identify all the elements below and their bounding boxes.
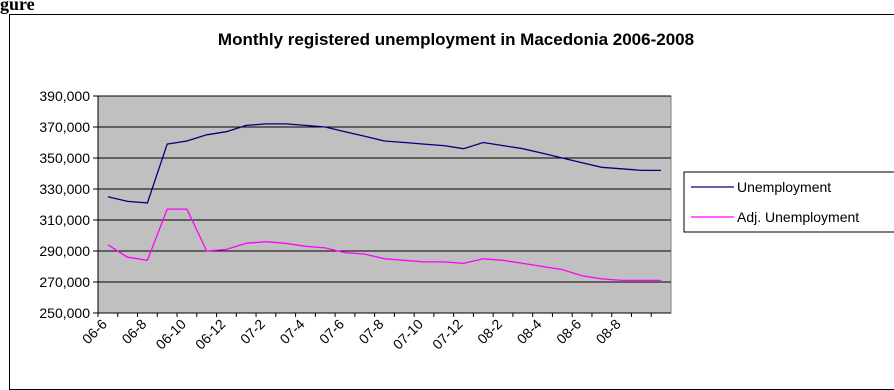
x-tick-label: 07-8 xyxy=(355,316,386,347)
x-tick-label: 08-4 xyxy=(514,316,545,347)
y-tick-label: 270,000 xyxy=(39,274,90,290)
y-tick-label: 290,000 xyxy=(39,243,90,259)
legend-box xyxy=(683,171,894,233)
x-tick-label: 06-8 xyxy=(118,316,149,347)
x-tick-label: 08-6 xyxy=(553,316,584,347)
legend-label: Unemployment xyxy=(737,179,831,195)
x-tick-label: 07-2 xyxy=(237,316,268,347)
x-tick-label: 07-6 xyxy=(316,316,347,347)
x-tick-label: 07-12 xyxy=(429,316,466,353)
y-tick-label: 350,000 xyxy=(39,150,90,166)
x-tick-label: 07-4 xyxy=(276,316,307,347)
y-axis: 390,000 370,000 350,000 330,000 310,000 290,0… xyxy=(39,88,99,321)
x-tick-label: 08-8 xyxy=(593,316,624,347)
legend: Unemployment Adj. Unemployment xyxy=(683,171,894,233)
x-tick-label: 08-2 xyxy=(474,316,505,347)
series-layer xyxy=(107,123,662,282)
y-tick-label: 370,000 xyxy=(39,119,90,135)
x-axis: 06-6 06-8 06-10 06-12 07-2 07-4 07-6 07-8 07-10 0… xyxy=(79,312,671,353)
x-tick-label: 06-12 xyxy=(192,316,229,353)
figure-corner-label: gure xyxy=(0,0,35,14)
series-line-unemployment xyxy=(107,123,662,204)
y-tick-label: 310,000 xyxy=(39,212,90,228)
x-tick-label: 06-10 xyxy=(152,316,189,353)
legend-label: Adj. Unemployment xyxy=(737,209,859,225)
chart-title: Monthly registered unemployment in Maced… xyxy=(218,30,694,49)
plot-area xyxy=(97,95,672,314)
y-tick-label: 330,000 xyxy=(39,181,90,197)
y-tick-label: 250,000 xyxy=(39,305,90,321)
x-tick-label: 07-10 xyxy=(390,316,427,353)
series-line-adj-unemployment xyxy=(107,208,662,282)
y-tick-label: 390,000 xyxy=(39,88,90,104)
